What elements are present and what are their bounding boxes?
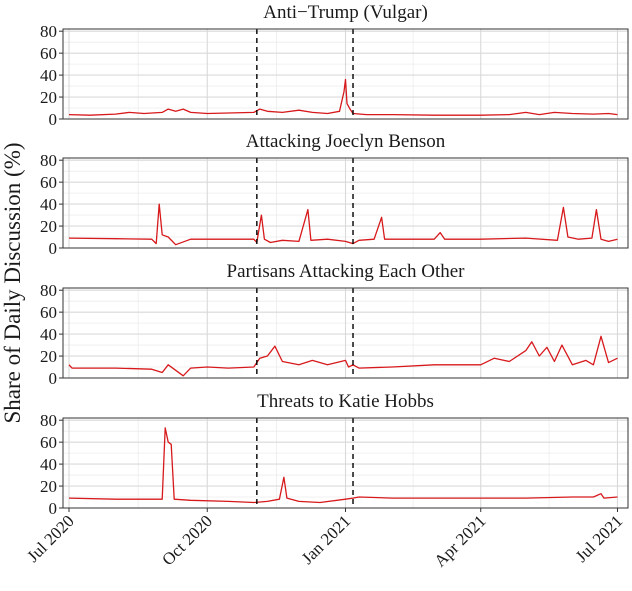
y-axis-label: Share of Daily Discussion (%) xyxy=(0,142,25,423)
series-line xyxy=(68,335,618,377)
y-tick-label: 80 xyxy=(40,411,57,430)
series-line xyxy=(68,203,618,246)
panel-title: Anti−Trump (Vulgar) xyxy=(263,2,428,23)
y-tick-label: 60 xyxy=(40,173,57,192)
y-tick-label: 80 xyxy=(40,281,57,300)
x-axis: Jul 2020 Oct 2020 Jan 2021 Apr 2021 Jul 2021 xyxy=(23,508,626,571)
y-tick-label: 40 xyxy=(40,66,57,85)
y-tick-label: 0 xyxy=(49,239,58,258)
panel-title: Partisans Attacking Each Other xyxy=(227,261,466,282)
panel-frame xyxy=(62,157,629,249)
y-tick-label: 40 xyxy=(40,455,57,474)
y-tick-label: 20 xyxy=(40,347,57,366)
x-tick-label: Jul 2021 xyxy=(572,511,627,566)
y-tick-label: 80 xyxy=(40,151,57,170)
y-tick-label: 0 xyxy=(49,499,58,518)
y-tick-label: 20 xyxy=(40,88,57,107)
y-tick-label: 40 xyxy=(40,325,57,344)
x-tick-label: Oct 2020 xyxy=(158,511,216,569)
x-tick-label: Jul 2020 xyxy=(23,511,78,566)
series-line xyxy=(68,78,618,116)
panel: Threats to Katie Hobbs 0 20 40 60 80 xyxy=(40,391,629,518)
y-tick-label: 40 xyxy=(40,195,57,214)
series-line xyxy=(68,427,618,504)
panel-title: Attacking Joeclyn Benson xyxy=(246,131,446,152)
panel-frame xyxy=(62,28,629,120)
x-tick-label: Jan 2021 xyxy=(298,511,355,568)
y-tick-label: 60 xyxy=(40,433,57,452)
y-tick-label: 80 xyxy=(40,22,57,41)
panel-title: Threats to Katie Hobbs xyxy=(257,391,434,412)
y-tick-label: 20 xyxy=(40,217,57,236)
panel: Attacking Joeclyn Benson 0 20 40 60 80 xyxy=(40,131,629,258)
panel-frame xyxy=(62,287,629,379)
y-tick-label: 20 xyxy=(40,477,57,496)
x-tick-label: Apr 2021 xyxy=(430,511,489,570)
panel: Partisans Attacking Each Other 0 20 40 60 80 xyxy=(40,261,629,388)
y-tick-label: 60 xyxy=(40,303,57,322)
y-tick-label: 60 xyxy=(40,44,57,63)
y-tick-label: 0 xyxy=(49,369,58,388)
panel: Anti−Trump (Vulgar) 0 20 40 60 80 xyxy=(40,2,629,129)
y-tick-label: 0 xyxy=(49,110,58,129)
